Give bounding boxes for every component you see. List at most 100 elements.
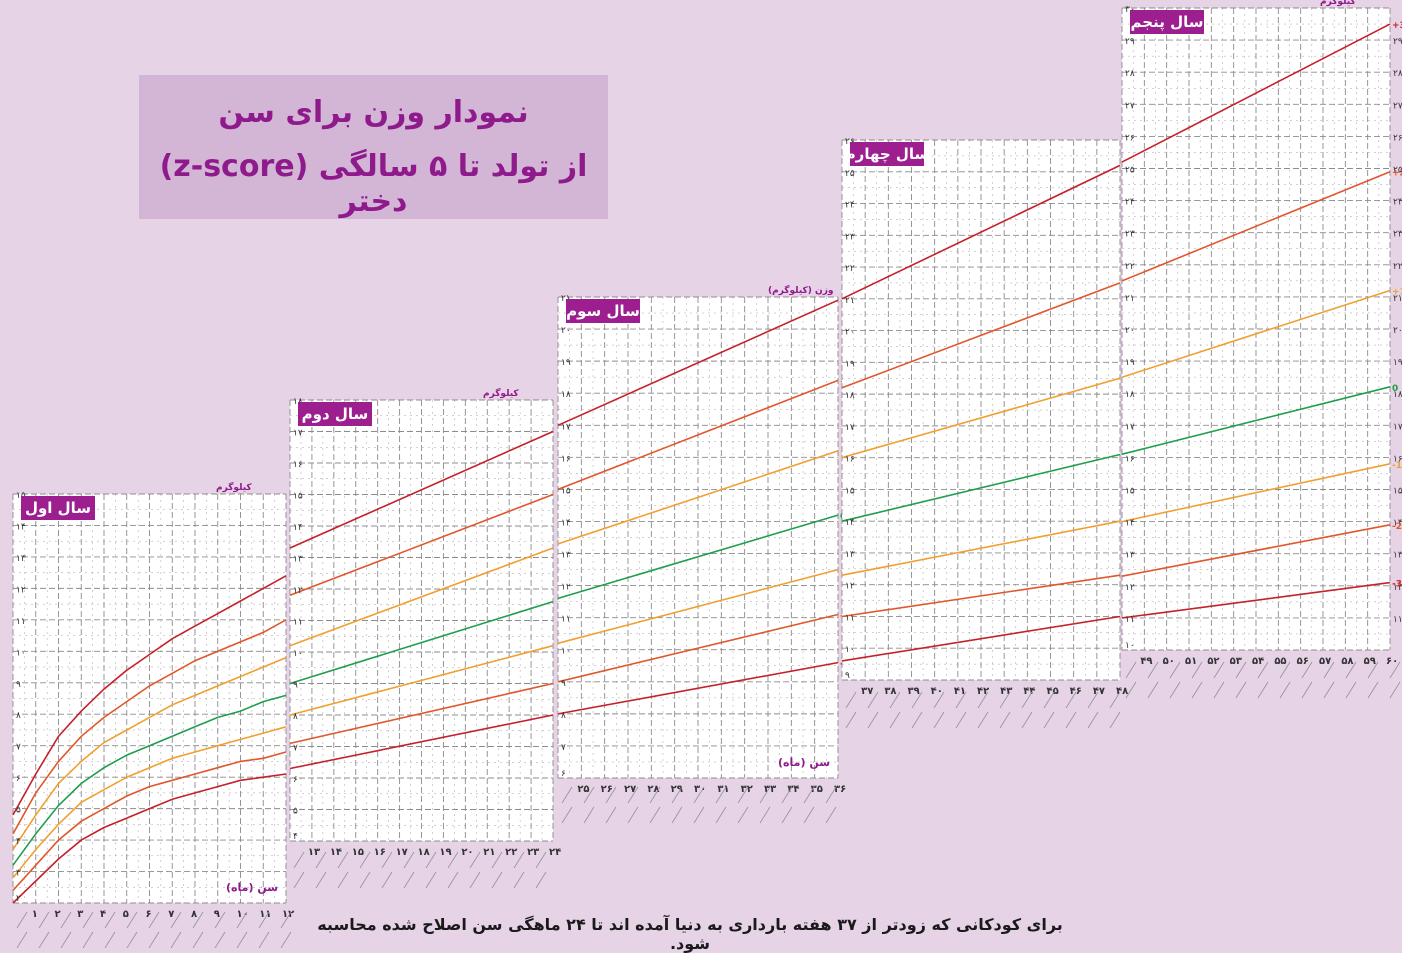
y-tick-label: ۱۹: [561, 358, 571, 368]
hatch-mark: [825, 786, 837, 804]
hatch-mark: [583, 806, 595, 824]
hatch-mark: [1213, 661, 1225, 679]
x-tick-label: ۲۵: [577, 784, 589, 795]
y-tick-label: ۱۴: [845, 518, 855, 528]
y-tick-label: ۱۶: [845, 455, 855, 465]
y-tick-label: ۲۲: [845, 264, 855, 274]
x-tick-label: ۳۱: [717, 784, 729, 795]
y-tick-label: ۱۰: [845, 645, 855, 655]
hatch-mark: [889, 711, 901, 729]
x-tick-label: ۵۶: [1297, 656, 1309, 667]
y-tick-label: ۱۴: [293, 523, 303, 533]
hatch-mark: [1345, 681, 1357, 699]
y-tick-label: ۱۷: [293, 429, 303, 439]
hatch-mark: [825, 806, 837, 824]
x-tick-label: ۱۳: [308, 847, 320, 858]
hatch-mark: [403, 871, 415, 889]
hatch-mark: [1323, 661, 1335, 679]
x-tick-label: ۴۹: [1140, 656, 1152, 667]
y-tick-label: ۳۰: [1125, 5, 1135, 15]
x-tick-label: ۵۷: [1319, 656, 1331, 667]
hatch-mark: [693, 806, 705, 824]
y-tick-label: ۱۷: [845, 423, 855, 433]
y-tick-label: ۴: [16, 837, 21, 847]
x-tick-label: ۴۴: [1023, 686, 1035, 697]
z-score-label: -3: [1392, 580, 1402, 590]
hatch-mark: [381, 851, 393, 869]
hatch-mark: [911, 711, 923, 729]
hatch-mark: [1125, 661, 1137, 679]
hatch-mark: [1021, 711, 1033, 729]
y-tick-label-right: ۱۹: [1393, 358, 1402, 368]
hatch-mark: [759, 806, 771, 824]
hatch-mark: [148, 931, 160, 948]
series-line-z-3: [557, 661, 839, 715]
y-tick-label: ۱۱: [561, 615, 571, 625]
x-tick-label: ۶: [146, 909, 152, 920]
series-line-z-1: [841, 520, 1121, 576]
y-tick-label: ۱۰: [293, 649, 303, 659]
hatch-mark: [359, 871, 371, 889]
y-tick-label: ۲۱: [561, 294, 571, 304]
x-tick-label: ۳۳: [764, 784, 776, 795]
y-tick-label: ۲۱: [845, 296, 855, 306]
hatch-mark: [803, 786, 815, 804]
z-score-label: +2: [1392, 169, 1402, 179]
series-line-z3: [557, 299, 839, 427]
y-tick-label: ۷: [16, 743, 21, 753]
y-tick-label-right: ۲۶: [1393, 133, 1402, 143]
hatch-mark: [38, 911, 50, 929]
y-tick-label: ۶: [293, 775, 298, 785]
panel-title: سال سوم: [566, 302, 640, 320]
hatch-mark: [955, 691, 967, 709]
y-tick-label: ۱۵: [293, 492, 303, 502]
hatch-mark: [315, 851, 327, 869]
panel-title-tag: [566, 299, 640, 323]
series-line-z-2: [841, 574, 1121, 618]
y-axis-title: کیلوگرم: [483, 387, 519, 399]
series-line-z-3: [1121, 581, 1391, 619]
hatch-mark: [1389, 661, 1401, 679]
hatch-mark: [1301, 681, 1313, 699]
hatch-mark: [1235, 661, 1247, 679]
hatch-mark: [1087, 711, 1099, 729]
hatch-mark: [867, 691, 879, 709]
hatch-mark: [104, 911, 116, 929]
hatch-mark: [671, 806, 683, 824]
x-tick-label: ۵۱: [1185, 656, 1197, 667]
y-tick-label-right: ۲۱: [1393, 294, 1402, 304]
hatch-mark: [911, 691, 923, 709]
y-tick-label: ۲۰: [561, 326, 571, 336]
hatch-mark: [1345, 661, 1357, 679]
y-tick-label-right: ۲۰: [1393, 326, 1402, 336]
y-tick-label: ۲۵: [1125, 166, 1135, 176]
hatch-mark: [425, 851, 437, 869]
x-tick-label: ۹: [214, 909, 220, 920]
x-tick-label: ۳۸: [884, 686, 896, 697]
hatch-mark: [845, 691, 857, 709]
hatch-mark: [104, 931, 116, 948]
hatch-mark: [236, 911, 248, 929]
hatch-mark: [381, 871, 393, 889]
hatch-mark: [715, 806, 727, 824]
series-line-z0: [841, 453, 1121, 522]
hatch-mark: [1323, 681, 1335, 699]
y-tick-label: ۱۱: [845, 613, 855, 623]
y-tick-label: ۶: [16, 774, 21, 784]
hatch-mark: [293, 871, 305, 889]
series-line-z0: [1121, 386, 1391, 455]
x-tick-label: ۲۹: [671, 784, 683, 795]
y-tick-label-right: ۱۲: [1393, 583, 1402, 593]
x-tick-label: ۲۴: [549, 847, 561, 858]
series-line-z-1: [1121, 463, 1391, 523]
y-tick-label: ۱۷: [1125, 422, 1135, 432]
y-tick-label: ۱۱: [1125, 615, 1135, 625]
hatch-mark: [715, 786, 727, 804]
x-tick-label: ۵۹: [1364, 656, 1376, 667]
x-tick-label: ۳۷: [861, 686, 873, 697]
x-tick-label: ۶۰: [1386, 656, 1398, 667]
hatch-mark: [999, 691, 1011, 709]
hatch-mark: [170, 911, 182, 929]
hatch-mark: [1389, 681, 1401, 699]
